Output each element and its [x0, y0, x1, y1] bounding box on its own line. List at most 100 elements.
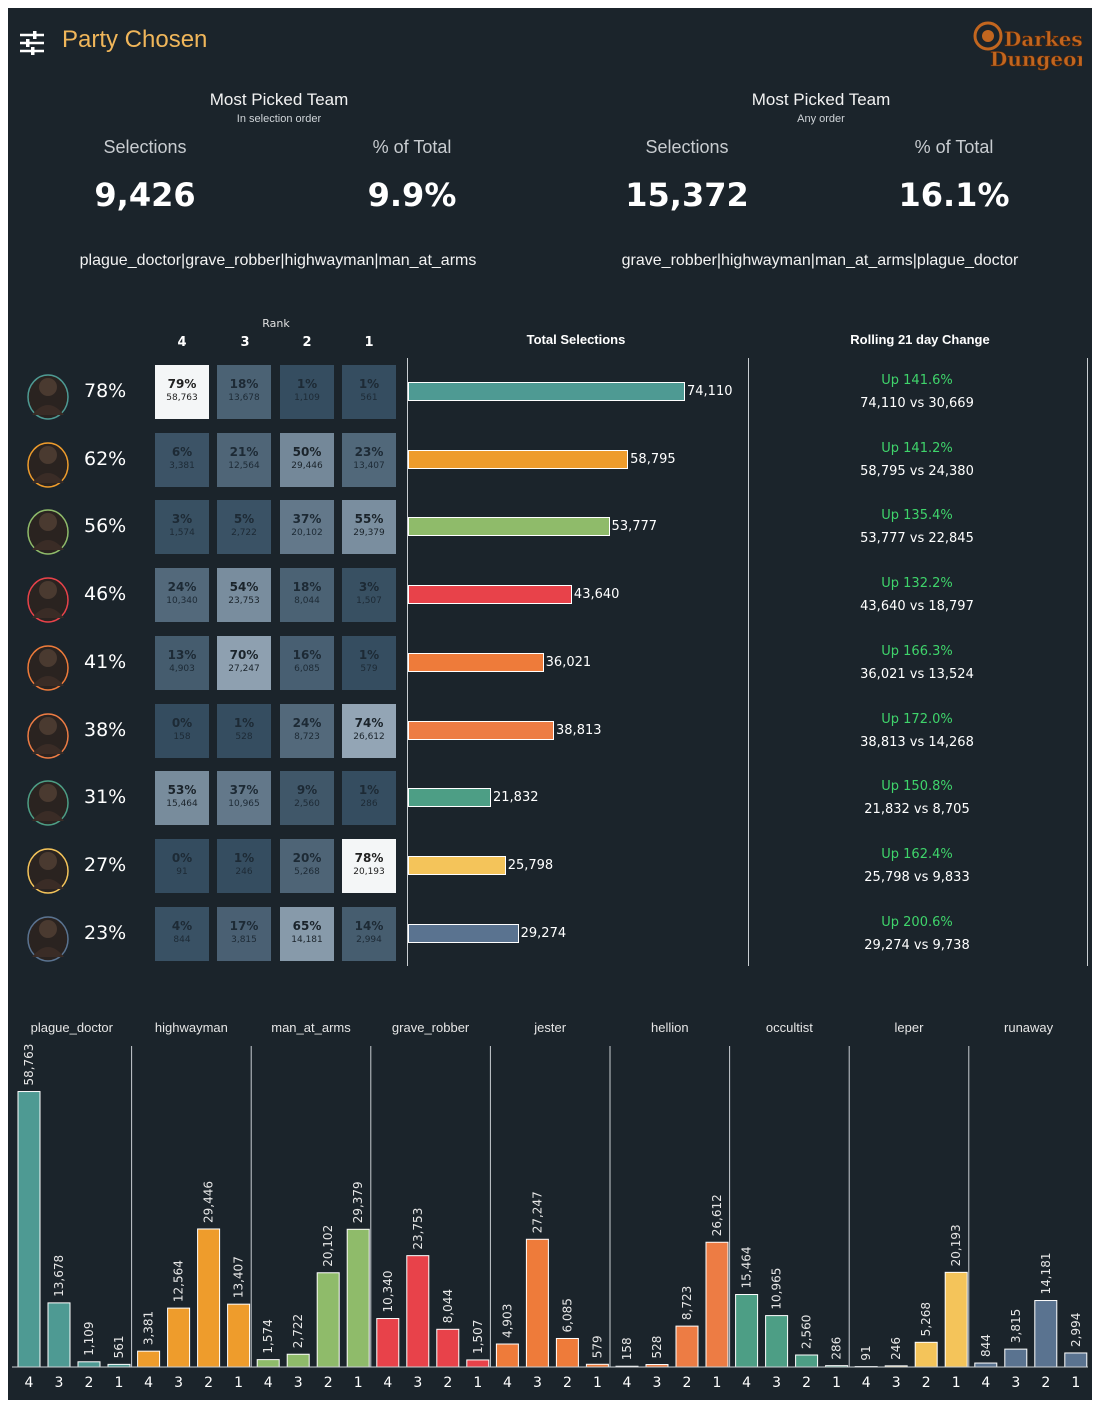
- rank-cell: 6% 3,381: [155, 432, 209, 487]
- rank-tick-label: 4: [25, 1375, 34, 1391]
- rank-tick-label: 3: [533, 1375, 542, 1391]
- change-comparison: 21,832 vs 8,705: [864, 802, 970, 818]
- rank-cell: 78% 20,193: [342, 838, 396, 893]
- change-comparison: 74,110 vs 30,669: [860, 396, 974, 411]
- rank-cell: 5% 2,722: [217, 500, 271, 555]
- rank-tick-label: 1: [354, 1375, 363, 1391]
- rank-cell-count: 1,574: [169, 528, 195, 539]
- rank-cell-pct: 6%: [171, 444, 193, 459]
- rank-header-1: 1: [364, 335, 374, 350]
- change-percent: Up 141.2%: [881, 440, 953, 456]
- pct-total-label: % of Total: [372, 137, 452, 157]
- rank-cell: 70% 27,247: [217, 635, 271, 690]
- change-percent: Up 162.4%: [881, 846, 953, 862]
- rank-cell: 13% 4,903: [155, 635, 209, 690]
- rank-cell-count: 561: [360, 393, 378, 403]
- rank-cell-count: 8,723: [294, 731, 320, 742]
- rank-cell-pct: 53%: [167, 783, 197, 798]
- change-percent: Up 200.6%: [881, 914, 953, 930]
- rank-cell-count: 286: [360, 799, 378, 810]
- rank-cell-pct: 4%: [171, 918, 193, 933]
- rank-cell: 65% 14,181: [280, 906, 334, 961]
- rank-cell: 1% 561: [342, 365, 396, 419]
- bar-value-label: 561: [112, 1335, 126, 1358]
- rank-cell: 79% 58,763: [155, 365, 209, 419]
- rank-cell-count: 4,903: [169, 663, 195, 674]
- total-selection-label: 25,798: [507, 857, 554, 873]
- rank-bar: [77, 1361, 101, 1368]
- rank-bar: [256, 1359, 280, 1368]
- selections-value: 15,372: [625, 176, 749, 214]
- rank-cell-pct: 1%: [358, 783, 380, 798]
- rank-cell-pct: 13%: [167, 647, 197, 662]
- rank-bar: [47, 1302, 71, 1368]
- rank-tick-label: 2: [922, 1375, 931, 1391]
- rank-cell: 1% 246: [217, 838, 271, 893]
- rank-header-2: 2: [302, 335, 312, 350]
- rank-bar: [316, 1272, 340, 1368]
- rank-cell: 37% 10,965: [217, 771, 271, 826]
- rank-bar: [765, 1315, 789, 1368]
- rank-bar: [436, 1328, 460, 1368]
- rank-bar: [376, 1318, 400, 1368]
- sliders-icon[interactable]: [18, 30, 46, 56]
- rank-cell-count: 6,085: [294, 663, 320, 674]
- bar-value-label: 579: [590, 1335, 604, 1358]
- rank-tick-label: 2: [563, 1375, 572, 1391]
- rank-tick-label: 3: [413, 1375, 422, 1391]
- total-selection-label: 29,274: [520, 925, 567, 941]
- rank-cell-pct: 14%: [354, 918, 384, 933]
- rolling-change-header: Rolling 21 day Change: [850, 332, 990, 347]
- rank-cell-pct: 21%: [229, 444, 259, 459]
- bar-value-label: 14,181: [1039, 1253, 1053, 1295]
- rank-cell-count: 15,464: [166, 799, 198, 810]
- rank-tick-label: 4: [981, 1375, 990, 1391]
- occultist-icon: [20, 771, 76, 827]
- kpi-subtitle: Any order: [797, 113, 845, 125]
- class-name-label: hellion: [651, 1020, 689, 1035]
- rank-tick-label: 4: [623, 1375, 632, 1391]
- bar-value-label: 29,379: [351, 1181, 365, 1223]
- change-percent: Up 141.6%: [881, 373, 953, 388]
- rank-cell: 3% 1,574: [155, 500, 209, 555]
- rank-cell: 14% 2,994: [342, 906, 396, 961]
- bar-value-label: 844: [979, 1334, 993, 1357]
- bar-value-label: 286: [830, 1337, 844, 1360]
- kpi-title: Most Picked Team: [209, 90, 349, 109]
- bar-value-label: 2,560: [800, 1315, 814, 1349]
- rank-cell: 53% 15,464: [155, 771, 209, 826]
- bar-value-label: 1,507: [471, 1320, 485, 1354]
- rank-cell-pct: 37%: [229, 783, 259, 798]
- rank-tick-label: 3: [1011, 1375, 1020, 1391]
- change-comparison: 29,274 vs 9,738: [864, 937, 970, 953]
- bar-value-label: 3,815: [1009, 1309, 1023, 1343]
- rank-cell-count: 91: [176, 866, 188, 877]
- rank-bar: [974, 1362, 998, 1368]
- rank-cell-pct: 23%: [354, 444, 384, 459]
- total-selection-label: 58,795: [630, 451, 676, 467]
- total-selection-bar: [407, 449, 629, 469]
- rank-cell-count: 8,044: [294, 596, 320, 607]
- grave-robber-icon: [20, 568, 76, 624]
- rank-bar: [137, 1350, 161, 1368]
- rank-cell-pct: 9%: [296, 783, 318, 798]
- bar-value-label: 27,247: [530, 1191, 544, 1233]
- pick-rate: 78%: [84, 380, 127, 402]
- total-selection-bar: [408, 652, 544, 672]
- total-selection-label: 36,021: [545, 654, 592, 670]
- rank-tick-label: 2: [443, 1375, 452, 1391]
- rank-cell-count: 23,753: [228, 596, 260, 607]
- total-selection-bar: [408, 585, 572, 605]
- leper-icon: [20, 839, 76, 895]
- rank-cell: 23% 13,407: [342, 432, 396, 487]
- rank-cell-pct: 3%: [171, 512, 193, 527]
- rank-cell-pct: 1%: [233, 850, 255, 865]
- team-composition: grave_robber|highwayman|man_at_arms|plag…: [621, 252, 1019, 269]
- selections-label: Selections: [645, 137, 729, 157]
- pct-total-value: 9.9%: [367, 176, 457, 214]
- rank-cell-pct: 24%: [167, 580, 197, 595]
- jester-icon: [20, 636, 76, 692]
- total-selection-bar: [408, 382, 685, 401]
- bar-value-label: 2,994: [1069, 1313, 1083, 1347]
- kpi-subtitle: In selection order: [236, 113, 322, 125]
